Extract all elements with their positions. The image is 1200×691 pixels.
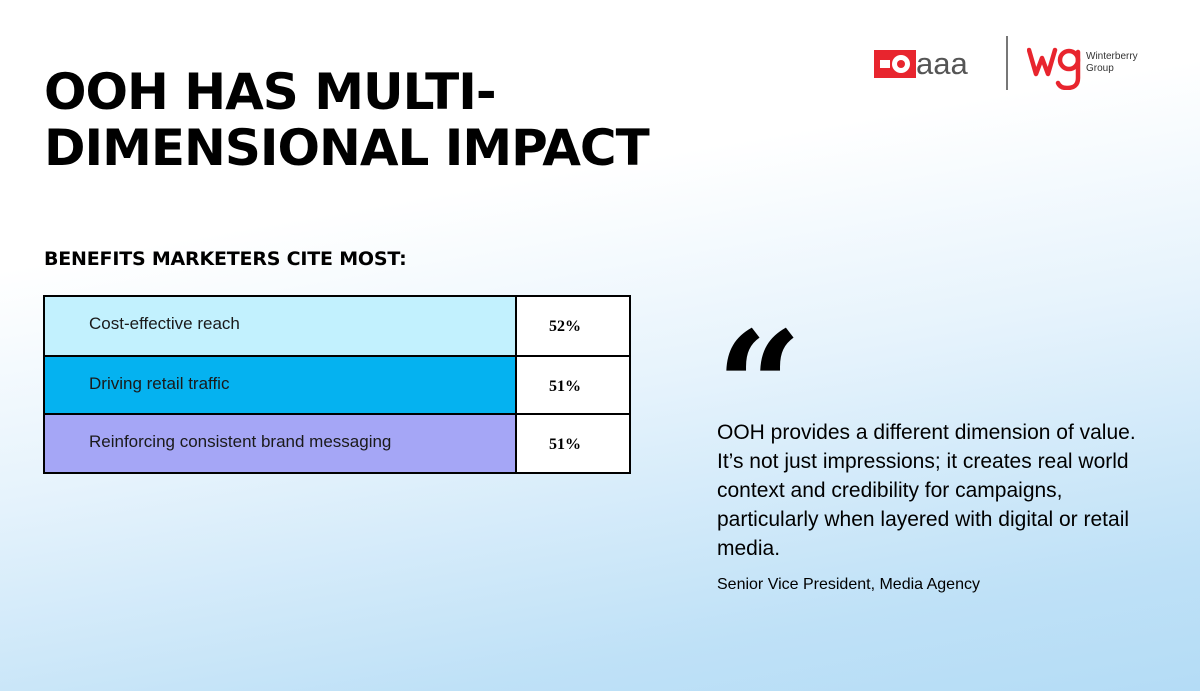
oaaa-logo: aaa [874,46,968,81]
winterberry-group: Group [1086,63,1114,74]
benefit-label: Driving retail traffic [45,357,517,413]
quote-text: OOH provides a different dimension of va… [717,421,1136,560]
benefit-value: 52% [517,297,629,355]
winterberry-name: Winterberry [1086,51,1138,62]
oaaa-logo-text: aaa [916,46,968,81]
oaaa-logo-icon [874,50,916,78]
partner-logos: aaa Winterberry Group [874,36,1164,92]
benefit-row: Cost-effective reach 52% [45,297,629,355]
benefits-table: Cost-effective reach 52% Driving retail … [43,295,631,474]
benefit-label: Cost-effective reach [45,297,517,355]
benefit-row: Reinforcing consistent brand messaging 5… [45,413,629,472]
benefit-value: 51% [517,357,629,413]
winterberry-logo: Winterberry Group [1027,44,1138,90]
quote-attribution: Senior Vice President, Media Agency [717,576,980,593]
quote-mark-icon: “ [716,299,802,475]
logo-divider [1006,36,1008,90]
benefit-value: 51% [517,415,629,472]
wg-logo-icon [1027,47,1081,90]
benefit-row: Driving retail traffic 51% [45,355,629,413]
winterberry-logo-text: Winterberry Group [1086,51,1138,75]
benefit-label: Reinforcing consistent brand messaging [45,415,517,472]
benefits-heading: BENEFITS MARKETERS CITE MOST: [44,248,407,270]
page-title: OOH HAS MULTI- DIMENSIONAL IMPACT [44,63,650,177]
page-title-line-2: DIMENSIONAL IMPACT [44,119,650,177]
page-title-line-1: OOH HAS MULTI- [44,63,497,121]
